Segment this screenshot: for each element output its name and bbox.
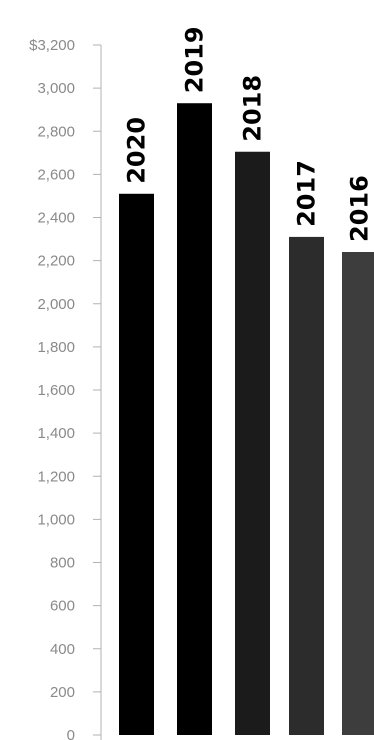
y-tick-label: 2,200	[37, 253, 75, 270]
bar-label-2016: 2016	[346, 175, 374, 242]
y-tick-label: 2,800	[37, 123, 75, 140]
bar-labels: 2020 2019 2018 2017 2016	[123, 26, 374, 242]
bar-label-2017: 2017	[293, 160, 321, 227]
y-tick-label: 600	[50, 598, 75, 615]
y-tick-label: 2,400	[37, 210, 75, 227]
bar-2018	[235, 151, 270, 735]
y-tick-label: 800	[50, 555, 75, 572]
bar-2019	[177, 103, 212, 735]
bar-label-2020: 2020	[123, 117, 151, 184]
bar-2016	[342, 252, 374, 735]
bars	[119, 103, 374, 735]
y-tick-label: 1,400	[37, 425, 75, 442]
y-tick-label: $3,200	[29, 37, 75, 54]
y-tick-label: 1,000	[37, 511, 75, 528]
bar-label-2019: 2019	[181, 26, 209, 93]
y-axis: 0 200 400 600 800 1,000 1,200 1,400 1,600 1,800 2,…	[29, 37, 102, 740]
bar-2020	[119, 193, 154, 735]
y-tick-label: 1,600	[37, 382, 75, 399]
bar-2017	[289, 236, 324, 735]
y-tick-label: 3,000	[37, 80, 75, 97]
y-tick-label: 400	[50, 641, 75, 658]
y-tick-label: 200	[50, 684, 75, 701]
y-tick-label: 0	[67, 727, 75, 740]
y-tick-label: 1,200	[37, 468, 75, 485]
y-tick-label: 2,000	[37, 296, 75, 313]
y-tick-label: 1,800	[37, 339, 75, 356]
bar-label-2018: 2018	[239, 75, 267, 142]
y-tick-label: 2,600	[37, 166, 75, 183]
